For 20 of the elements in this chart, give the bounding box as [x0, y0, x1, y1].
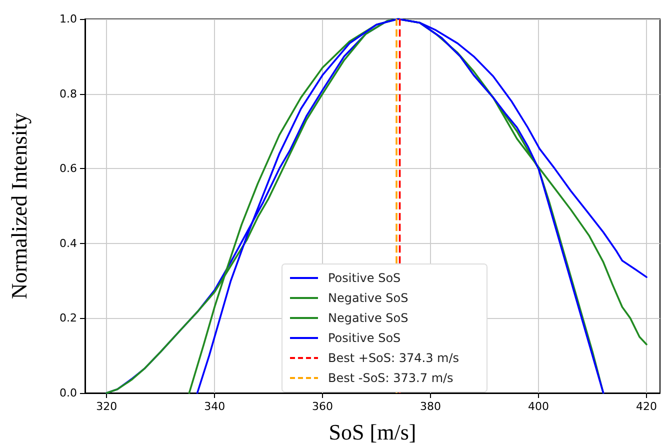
y-tick-label: 0.6 [60, 162, 77, 176]
y-tick-label: 1.0 [60, 12, 77, 26]
legend-label: Positive SoS [328, 271, 401, 285]
legend-label: Negative SoS [328, 311, 408, 325]
x-tick-label: 320 [96, 400, 118, 413]
y-tick-label: 0.0 [60, 386, 77, 400]
y-tick-label: 0.2 [60, 312, 77, 325]
ref-line-label: Best +SoS: 374.3 m/s [328, 351, 460, 365]
legend-label: Positive SoS [328, 331, 401, 345]
legend-label: Negative SoS [328, 291, 408, 305]
x-tick-label: 420 [636, 400, 657, 413]
x-axis-title: SoS [m/s] [328, 420, 416, 444]
x-tick-label: 360 [312, 400, 334, 413]
y-axis-title: Normalized Intensity [6, 112, 32, 300]
ref-line-label: Best -SoS: 373.7 m/s [328, 371, 454, 385]
y-tick-label: 0.4 [60, 236, 77, 250]
x-tick-label: 380 [420, 400, 442, 413]
y-tick-label: 0.8 [60, 87, 77, 100]
x-tick-label: 400 [528, 400, 550, 413]
x-tick-label: 340 [204, 400, 226, 413]
